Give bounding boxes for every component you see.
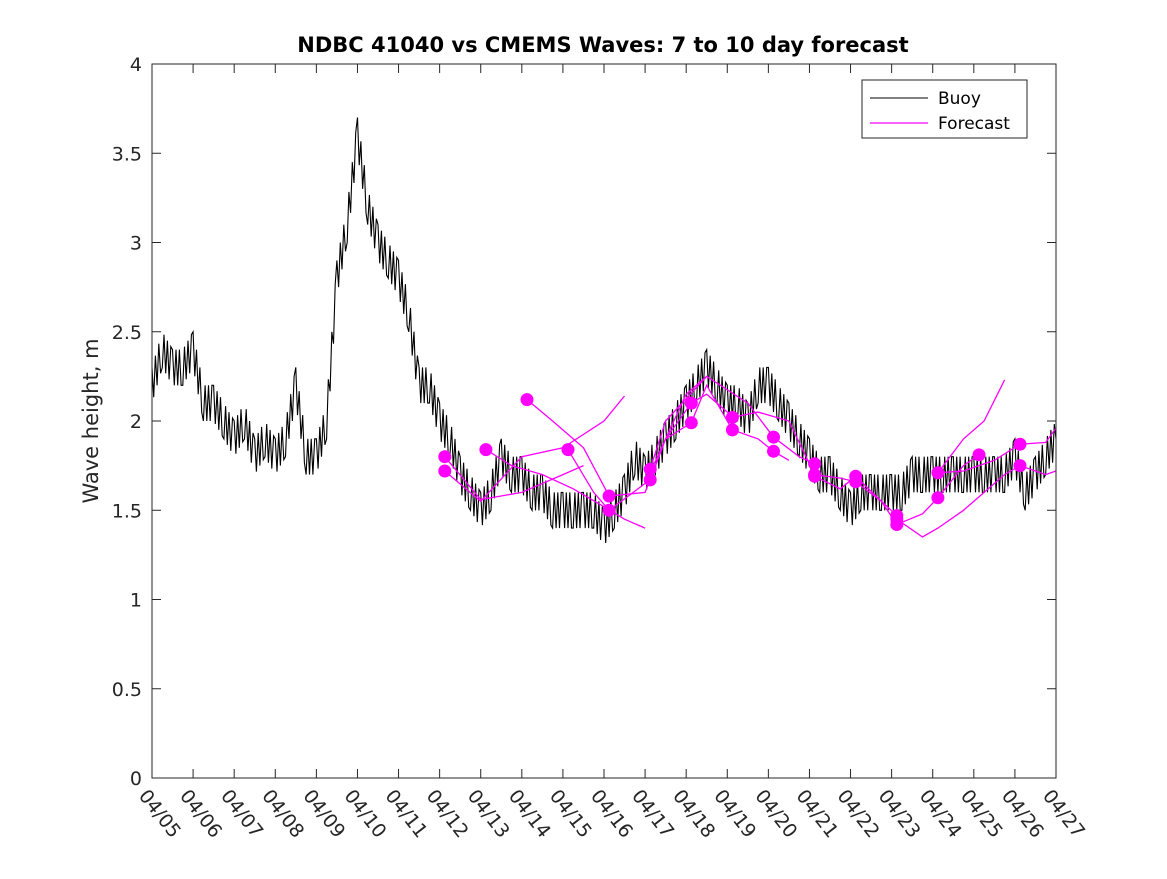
y-axis-label: Wave height, m: [79, 338, 103, 503]
y-tick-label: 1.5: [112, 500, 142, 522]
forecast-point: [438, 464, 452, 478]
forecast-point: [972, 448, 986, 462]
forecast-point: [643, 473, 657, 487]
legend-buoy-label: Buoy: [938, 89, 981, 109]
forecast-series-line-1: [444, 395, 626, 503]
forecast-point: [1013, 459, 1027, 473]
forecast-point: [767, 444, 780, 458]
y-tick-label: 3: [130, 233, 142, 255]
forecast-point: [479, 443, 493, 457]
legend-box: [861, 79, 1028, 139]
forecast-point: [808, 469, 822, 483]
y-tick-label: 2: [130, 411, 142, 433]
forecast-point: [1013, 437, 1027, 451]
plot-area: 00.511.522.533.5404/0504/0604/0704/0804/…: [112, 54, 1089, 842]
forecast-point: [643, 462, 657, 476]
forecast-point: [684, 396, 698, 410]
forecast-point: [849, 469, 863, 483]
forecast-series-line-12: [937, 379, 1006, 474]
forecast-point: [767, 430, 780, 444]
y-tick-label: 2.5: [112, 322, 142, 344]
forecast-point: [931, 491, 945, 505]
chart-title: NDBC 41040 vs CMEMS Waves: 7 to 10 day f…: [297, 33, 908, 57]
forecast-point: [602, 503, 616, 517]
y-tick-label: 1: [130, 590, 142, 612]
legend-forecast-label: Forecast: [938, 114, 1010, 134]
forecast-series-line-10: [896, 464, 1057, 538]
forecast-series-line-2: [444, 456, 584, 501]
y-tick-label: 0: [130, 768, 142, 790]
y-tick-label: 3.5: [112, 143, 142, 165]
forecast-series-line-11: [937, 427, 1057, 474]
y-tick-label: 4: [130, 54, 142, 76]
forecast-point: [561, 443, 575, 457]
forecast-point: [890, 512, 904, 526]
forecast-point: [684, 416, 698, 430]
forecast-series-line-3: [485, 449, 646, 529]
forecast-point: [725, 423, 739, 437]
forecast-series-line-7: [649, 375, 815, 470]
legend: Buoy Forecast: [861, 79, 1028, 139]
forecast-point: [520, 393, 534, 407]
forecast-point: [602, 489, 616, 503]
forecast-point: [438, 450, 452, 464]
y-tick-label: 0.5: [112, 679, 142, 701]
